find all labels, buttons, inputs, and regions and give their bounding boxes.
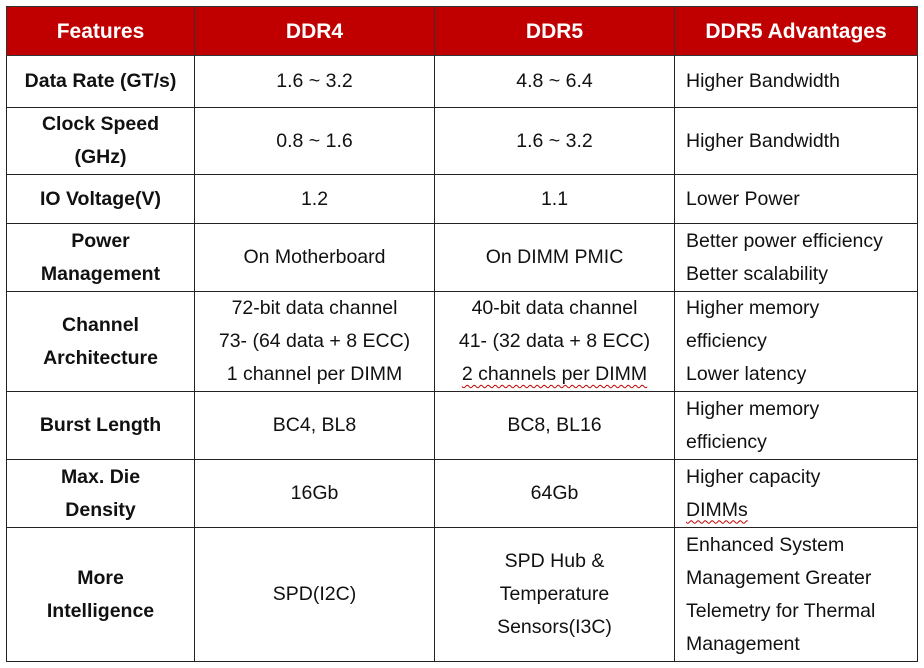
- feature-label: Intelligence: [46, 599, 155, 622]
- header-ddr5: DDR5: [434, 6, 675, 56]
- advantage-text: Better scalability: [686, 262, 828, 285]
- advantage-text: DIMMs: [686, 498, 748, 521]
- feature-label: Density: [65, 498, 136, 521]
- header-row: Features DDR4 DDR5 DDR5 Advantages: [6, 6, 918, 56]
- advantage-text: Enhanced System: [686, 533, 845, 556]
- ddr4-cell: 72-bit data channel 73- (64 data + 8 ECC…: [194, 291, 435, 392]
- ddr5-value: Sensors(I3C): [497, 616, 612, 638]
- advantage-text: efficiency: [686, 430, 767, 453]
- ddr4-cell: 1.6 ~ 3.2: [194, 55, 435, 108]
- advantage-cell: Better power efficiency Better scalabili…: [674, 223, 918, 292]
- table-row: IO Voltage(V) 1.2 1.1 Lower Power: [6, 174, 918, 224]
- ddr5-cell: SPD Hub & Temperature Sensors(I3C): [434, 527, 675, 662]
- advantage-text: Lower Power: [686, 187, 800, 210]
- ddr4-value: 73- (64 data + 8 ECC): [218, 330, 411, 352]
- advantage-cell: Higher memory efficiency Lower latency: [674, 291, 918, 392]
- advantage-text: Higher capacity: [686, 465, 821, 488]
- ddr5-value: 2 channels per DIMM: [461, 363, 648, 385]
- ddr4-cell: 0.8 ~ 1.6: [194, 107, 435, 175]
- advantage-cell: Higher capacity DIMMs: [674, 459, 918, 528]
- feature-label: Management: [40, 262, 161, 285]
- ddr5-cell: 1.6 ~ 3.2: [434, 107, 675, 175]
- ddr5-value: 1.1: [540, 187, 569, 210]
- advantage-text: Higher Bandwidth: [686, 70, 840, 92]
- feature-cell: Clock Speed (GHz): [6, 107, 195, 175]
- advantage-text: DIMMs: [686, 494, 913, 527]
- ddr4-value: 16Gb: [290, 482, 339, 504]
- ddr4-value: SPD(I2C): [272, 583, 357, 605]
- ddr4-value: 1 channel per DIMM: [226, 363, 403, 385]
- header-features: Features: [6, 6, 195, 56]
- table-row: Max. Die Density 16Gb 64Gb Higher capaci…: [6, 459, 918, 528]
- advantage-text: efficiency: [686, 330, 767, 352]
- table-row: Clock Speed (GHz) 0.8 ~ 1.6 1.6 ~ 3.2 Hi…: [6, 107, 918, 175]
- table-row: Data Rate (GT/s) 1.6 ~ 3.2 4.8 ~ 6.4 Hig…: [6, 55, 918, 108]
- feature-cell: Power Management: [6, 223, 195, 292]
- ddr4-value: On Motherboard: [243, 246, 386, 268]
- ddr5-value: 41- (32 data + 8 ECC): [458, 330, 651, 352]
- ddr5-cell: 40-bit data channel 41- (32 data + 8 ECC…: [434, 291, 675, 392]
- header-ddr4: DDR4: [194, 6, 435, 56]
- ddr4-value: 72-bit data channel: [231, 297, 398, 319]
- feature-cell: IO Voltage(V): [6, 174, 195, 224]
- feature-cell: Burst Length: [6, 391, 195, 460]
- feature-label: Clock Speed: [41, 113, 160, 135]
- ddr5-cell: On DIMM PMIC: [434, 223, 675, 292]
- ddr5-value: SPD Hub &: [504, 550, 605, 572]
- ddr5-value: 64Gb: [530, 482, 579, 504]
- feature-label: Channel: [62, 313, 139, 336]
- advantage-cell: Enhanced System Management Greater Telem…: [674, 527, 918, 662]
- ddr4-cell: 1.2: [194, 174, 435, 224]
- feature-label: IO Voltage(V): [40, 187, 161, 210]
- advantage-cell: Higher Bandwidth: [674, 55, 918, 108]
- comparison-table: Features DDR4 DDR5 DDR5 Advantages Data …: [6, 6, 918, 662]
- ddr5-cell: 1.1: [434, 174, 675, 224]
- feature-cell: Max. Die Density: [6, 459, 195, 528]
- feature-label: Power: [71, 229, 130, 252]
- feature-label: More: [77, 566, 124, 589]
- feature-label: (GHz): [74, 146, 127, 168]
- feature-cell: Data Rate (GT/s): [6, 55, 195, 108]
- advantage-cell: Higher Bandwidth: [674, 107, 918, 175]
- ddr5-cell: BC8, BL16: [434, 391, 675, 460]
- ddr5-value: Temperature: [499, 583, 610, 605]
- ddr4-cell: 16Gb: [194, 459, 435, 528]
- ddr4-value: 1.2: [300, 187, 329, 210]
- ddr5-cell: 4.8 ~ 6.4: [434, 55, 675, 108]
- ddr4-value: 0.8 ~ 1.6: [276, 129, 353, 152]
- ddr5-cell: 64Gb: [434, 459, 675, 528]
- ddr4-cell: BC4, BL8: [194, 391, 435, 460]
- feature-label: Architecture: [43, 346, 158, 369]
- ddr5-value: 4.8 ~ 6.4: [516, 70, 593, 92]
- advantage-text: Telemetry for Thermal: [686, 599, 876, 622]
- table-row: Power Management On Motherboard On DIMM …: [6, 223, 918, 292]
- advantage-text: Better power efficiency: [686, 229, 883, 252]
- advantage-cell: Lower Power: [674, 174, 918, 224]
- ddr5-value: 40-bit data channel: [471, 297, 638, 319]
- advantage-text: Management Greater: [686, 566, 872, 589]
- table-row: More Intelligence SPD(I2C) SPD Hub & Tem…: [6, 527, 918, 662]
- ddr4-cell: SPD(I2C): [194, 527, 435, 662]
- feature-cell: More Intelligence: [6, 527, 195, 662]
- table-row: Channel Architecture 72-bit data channel…: [6, 291, 918, 392]
- advantage-text: Higher Bandwidth: [686, 129, 840, 152]
- feature-label: Max. Die: [60, 465, 141, 488]
- advantage-text: Higher memory: [686, 297, 820, 319]
- ddr5-value: 1.6 ~ 3.2: [516, 129, 593, 152]
- ddr4-value: BC4, BL8: [272, 414, 357, 436]
- ddr4-value: 1.6 ~ 3.2: [276, 70, 353, 92]
- header-ddr5-advantages: DDR5 Advantages: [674, 6, 918, 56]
- feature-label: Data Rate (GT/s): [24, 70, 177, 92]
- ddr5-value: BC8, BL16: [507, 414, 602, 436]
- ddr4-cell: On Motherboard: [194, 223, 435, 292]
- table-row: Burst Length BC4, BL8 BC8, BL16 Higher m…: [6, 391, 918, 460]
- ddr5-value: On DIMM PMIC: [485, 246, 624, 268]
- feature-label: Burst Length: [39, 414, 162, 436]
- advantage-text: Management: [686, 632, 800, 655]
- feature-cell: Channel Architecture: [6, 291, 195, 392]
- advantage-cell: Higher memory efficiency: [674, 391, 918, 460]
- advantage-text: Lower latency: [686, 363, 807, 385]
- advantage-text: Higher memory: [686, 397, 820, 420]
